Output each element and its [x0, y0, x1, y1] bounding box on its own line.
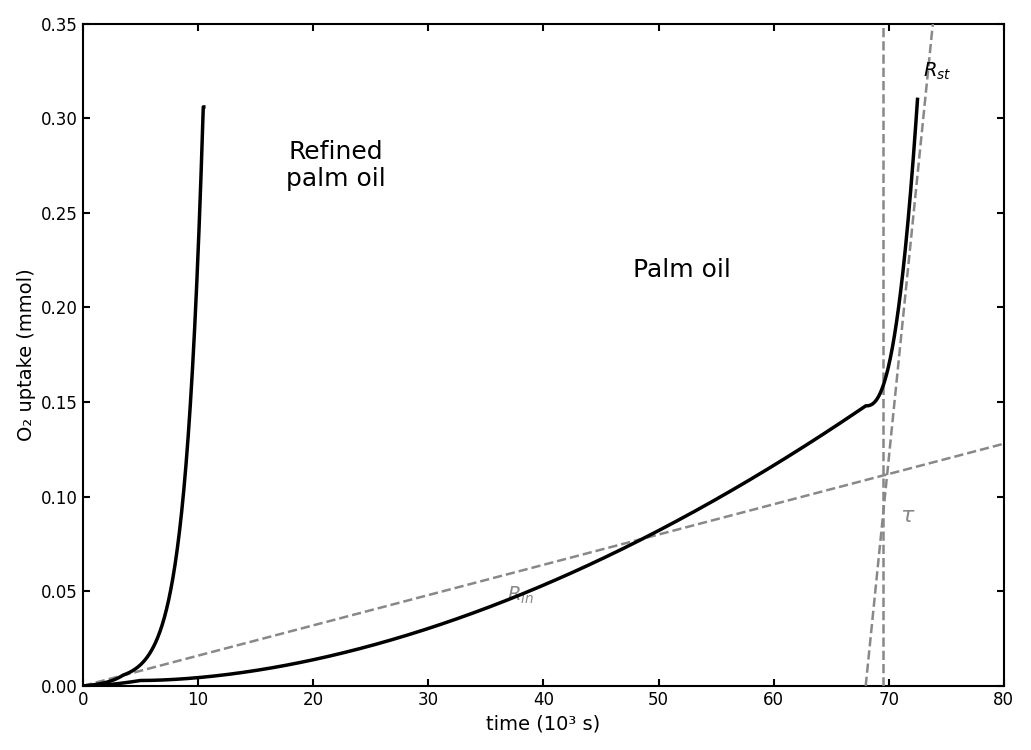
X-axis label: time (10³ s): time (10³ s) — [487, 714, 600, 734]
Text: $\tau$: $\tau$ — [900, 506, 916, 526]
Text: $R_{in}$: $R_{in}$ — [507, 584, 534, 606]
Y-axis label: O₂ uptake (mmol): O₂ uptake (mmol) — [16, 268, 36, 441]
Text: Refined
palm oil: Refined palm oil — [287, 140, 386, 191]
Text: $R_{st}$: $R_{st}$ — [923, 60, 952, 82]
Text: Palm oil: Palm oil — [633, 258, 731, 282]
